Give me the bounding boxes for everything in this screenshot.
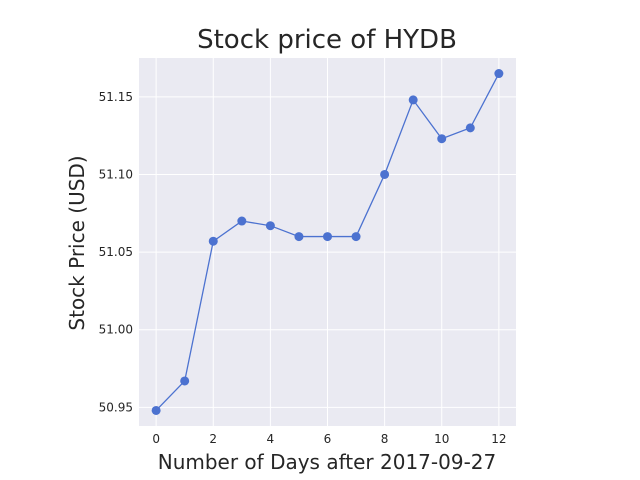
y-axis-label: Stock Price (USD) xyxy=(65,155,89,330)
y-tick-label: 51.05 xyxy=(99,245,133,259)
y-tick-label: 50.95 xyxy=(99,400,133,414)
data-point xyxy=(294,232,304,242)
data-point xyxy=(437,134,447,144)
chart-title: Stock price of HYDB xyxy=(197,25,457,55)
data-point xyxy=(208,236,218,246)
y-tick-label: 51.10 xyxy=(99,167,133,181)
x-tick-label: 0 xyxy=(152,432,160,446)
x-tick-label: 6 xyxy=(324,432,332,446)
data-point xyxy=(408,95,418,105)
data-point xyxy=(494,69,504,79)
y-tick-label: 51.00 xyxy=(99,323,133,337)
data-point xyxy=(265,221,275,231)
x-tick-label: 4 xyxy=(267,432,275,446)
tick-labels: 0 2 4 6 8 10 12 50.95 51.00 51.05 51.10 51.15 xyxy=(99,90,507,446)
data-point xyxy=(465,123,475,133)
data-point xyxy=(151,405,161,415)
y-tick-label: 51.15 xyxy=(99,90,133,104)
data-point xyxy=(180,376,190,386)
data-point xyxy=(380,169,390,179)
x-tick-label: 8 xyxy=(381,432,389,446)
x-axis-label: Number of Days after 2017-09-27 xyxy=(158,450,497,474)
data-point xyxy=(237,216,247,226)
x-tick-label: 2 xyxy=(209,432,217,446)
series-layer xyxy=(151,69,504,415)
x-tick-label: 10 xyxy=(434,432,449,446)
data-point xyxy=(323,232,332,242)
x-tick-label: 12 xyxy=(491,432,506,446)
data-point xyxy=(351,232,361,242)
